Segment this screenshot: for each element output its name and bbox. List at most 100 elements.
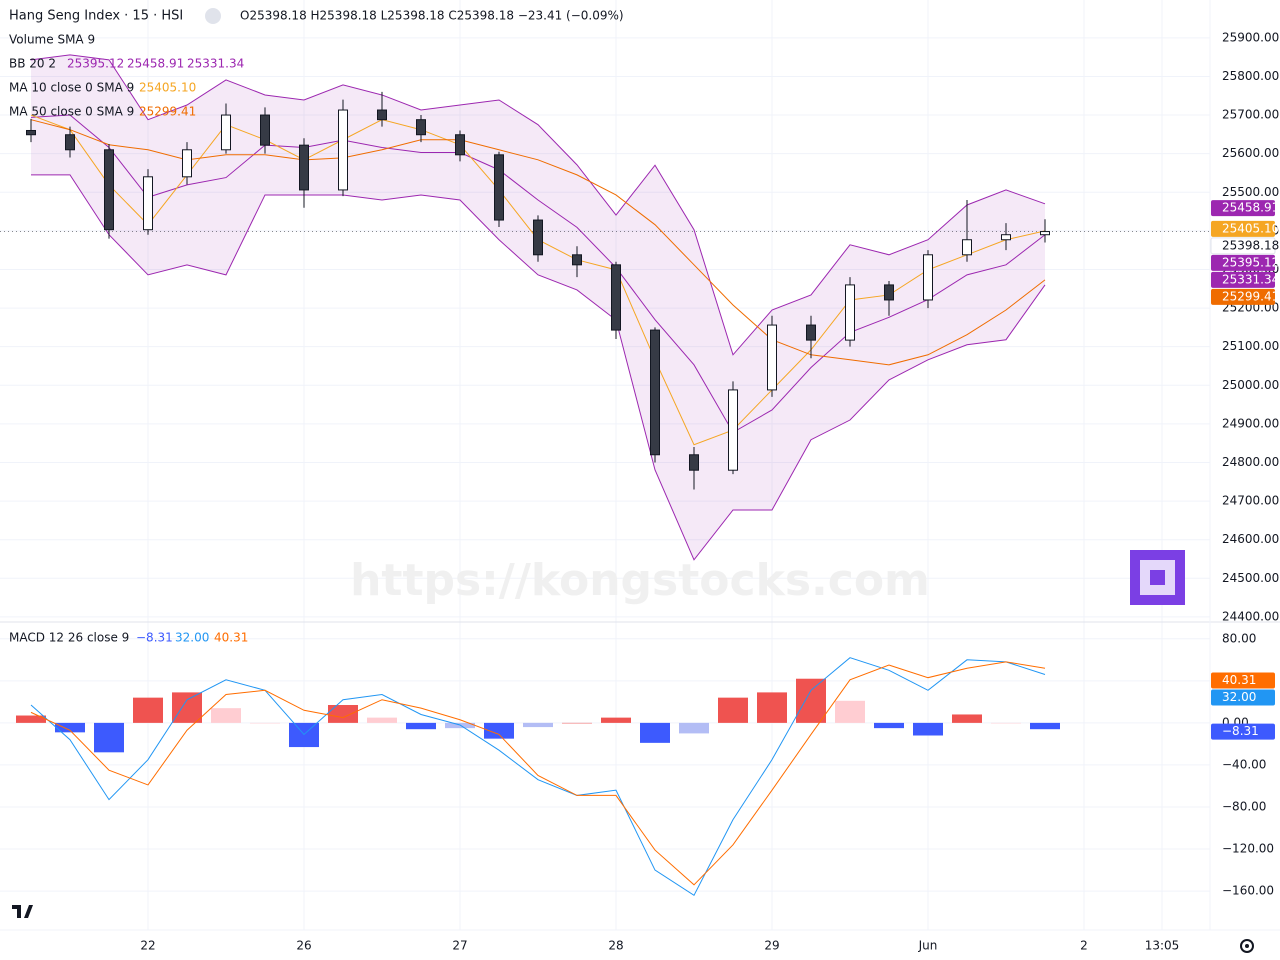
histogram-bar <box>913 722 943 736</box>
symbol-title: Hang Seng Index · 15 · HSI <box>9 9 183 24</box>
value-tag <box>1211 254 1275 271</box>
y-tick-label: 24900.00 <box>1222 416 1279 430</box>
value-tag-label: 25299.41 <box>1222 289 1279 303</box>
candle-body <box>806 324 816 341</box>
candle-body <box>884 284 894 301</box>
band-upper <box>30 54 1046 356</box>
y-tick-label: 25500.00 <box>1222 185 1279 199</box>
value-tag-label: 25405.10 <box>1222 221 1279 235</box>
band-lower <box>31 174 1046 561</box>
legend: MA 10 close 0 SMA 9 <box>9 81 134 95</box>
candle-body <box>65 134 75 151</box>
y-tick-label: 25100.00 <box>1222 339 1279 353</box>
candle-body <box>494 154 504 221</box>
x-tick-label: 29 <box>764 939 779 953</box>
histogram-bar <box>835 700 865 723</box>
histogram-bar <box>55 722 85 733</box>
legend: BB 20 2 <box>9 57 56 71</box>
value-tag <box>1211 220 1275 237</box>
histogram-bar <box>406 722 436 730</box>
candle-body <box>962 239 972 256</box>
candle-body <box>377 109 387 121</box>
macd-line <box>30 657 1046 897</box>
candle-body <box>923 254 933 301</box>
legend-value: 25299.41 <box>139 105 196 119</box>
histogram-bar <box>874 722 904 729</box>
legend-value: −8.31 <box>136 631 173 645</box>
histogram-bar <box>484 722 514 739</box>
histogram-bar <box>328 705 358 723</box>
legend-value: 25458.91 <box>127 57 184 71</box>
y-tick-label: 24600.00 <box>1222 532 1279 546</box>
plot <box>0 54 1210 897</box>
x-tick-label: 26 <box>296 939 311 953</box>
band-fill <box>31 54 1045 560</box>
histogram-bar <box>796 678 826 723</box>
candle-body <box>182 149 192 178</box>
value-tag <box>1211 689 1275 706</box>
logo <box>1130 550 1185 605</box>
candle-body <box>299 144 309 191</box>
legend: Volume SMA 9 <box>9 33 95 47</box>
histogram-bar <box>211 708 241 723</box>
x-tick-label: 2 <box>1080 939 1088 953</box>
histogram-bar <box>1030 722 1060 730</box>
candle-body <box>650 329 660 456</box>
value-tag <box>1211 271 1275 288</box>
x-tick-label: 28 <box>608 939 623 953</box>
value-tag-label: 25395.12 <box>1222 255 1279 269</box>
y-tick-label: 25700.00 <box>1222 108 1279 122</box>
y-tick-label: −80.00 <box>1222 799 1266 813</box>
value-tag-label: 25398.18 <box>1222 238 1279 252</box>
histogram-bar <box>562 722 592 724</box>
value-tag-label: 32.00 <box>1222 690 1256 704</box>
band-basis <box>30 114 1046 434</box>
legend-value: 25405.10 <box>139 81 196 95</box>
y-tick-label: 25900.00 <box>1222 30 1279 44</box>
candle-body <box>143 176 153 231</box>
tv-logo[interactable] <box>10 902 36 920</box>
y-tick-label: 24500.00 <box>1222 571 1279 585</box>
histogram-bar <box>250 722 280 724</box>
histogram-bar <box>172 692 202 723</box>
y-tick-label: −160.00 <box>1222 884 1274 898</box>
legend: MA 50 close 0 SMA 9 <box>9 105 134 119</box>
histogram-bar <box>640 722 670 743</box>
value-tag <box>1210 237 1276 255</box>
candle-body <box>260 114 270 146</box>
value-tag <box>1211 200 1275 217</box>
legend-value: 40.31 <box>214 631 248 645</box>
x-tick-label: Jun <box>918 939 938 953</box>
value-tag <box>1211 288 1275 305</box>
ohlc: O25398.18 H25398.18 L25398.18 C25398.18 … <box>240 9 624 23</box>
legend-value: 25331.34 <box>187 57 244 71</box>
value-tag-label: 25331.34 <box>1222 272 1279 286</box>
ma-line <box>30 119 1046 366</box>
candle-body <box>533 219 543 256</box>
value-tag <box>1211 723 1275 740</box>
settings-icon[interactable] <box>1240 939 1254 953</box>
candle-body <box>416 119 426 136</box>
candle-body <box>611 264 621 331</box>
status-icon[interactable] <box>205 8 221 24</box>
y-tick-label: 25000.00 <box>1222 378 1279 392</box>
histogram-bar <box>367 717 397 723</box>
candle-body <box>572 254 582 266</box>
candle-body <box>104 149 114 231</box>
y-tick-label: 24700.00 <box>1222 494 1279 508</box>
candle-body <box>26 129 36 136</box>
histogram-bar <box>718 697 748 723</box>
value-tag <box>1211 672 1275 689</box>
histogram-bar <box>952 714 982 723</box>
candle-body <box>221 114 231 151</box>
histogram-bar <box>523 722 553 728</box>
histogram-bar <box>991 722 1021 724</box>
watermark: https://kongstocks.com <box>350 555 930 606</box>
value-tag-label: −8.31 <box>1222 724 1259 738</box>
candle-body <box>338 109 348 191</box>
histogram-bar <box>679 722 709 734</box>
histogram-bar <box>16 715 46 723</box>
y-tick-label: 25600.00 <box>1222 146 1279 160</box>
x-tick-label: 22 <box>140 939 155 953</box>
